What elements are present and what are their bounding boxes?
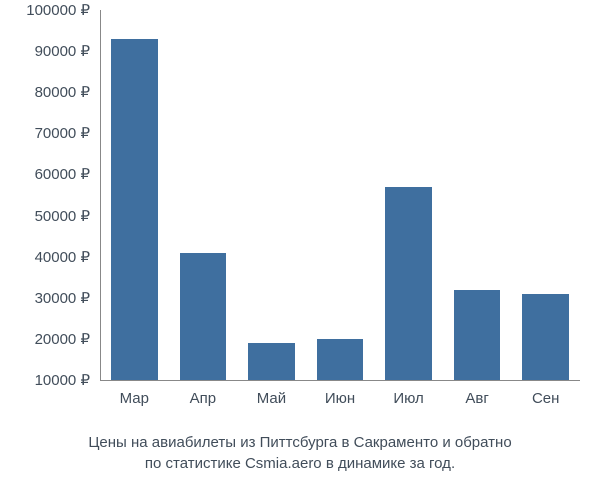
- y-tick-label: 80000 ₽: [35, 83, 90, 101]
- x-tick-label: Июл: [393, 390, 423, 407]
- x-tick-label: Апр: [190, 390, 216, 407]
- plot-area: [100, 10, 580, 380]
- x-tick-label: Сен: [532, 390, 559, 407]
- y-tick-label: 70000 ₽: [35, 124, 90, 142]
- bar: [454, 290, 501, 380]
- y-tick-label: 90000 ₽: [35, 42, 90, 60]
- y-tick-label: 100000 ₽: [26, 1, 90, 19]
- y-tick-label: 40000 ₽: [35, 248, 90, 266]
- y-tick-label: 30000 ₽: [35, 289, 90, 307]
- x-tick-label: Авг: [465, 390, 488, 407]
- caption-line-2: по статистике Csmia.aero в динамике за г…: [145, 455, 455, 472]
- y-tick-label: 20000 ₽: [35, 330, 90, 348]
- y-tick-label: 10000 ₽: [35, 371, 90, 389]
- bar: [385, 187, 432, 380]
- bar: [111, 39, 158, 380]
- y-tick-label: 60000 ₽: [35, 165, 90, 183]
- bar-chart: 10000 ₽ 20000 ₽ 30000 ₽ 40000 ₽ 50000 ₽ 60000…: [0, 0, 600, 500]
- bar: [248, 343, 295, 380]
- caption-line-1: Цены на авиабилеты из Питтсбурга в Сакра…: [88, 434, 511, 451]
- x-tick-label: Июн: [325, 390, 355, 407]
- y-tick-label: 50000 ₽: [35, 207, 90, 225]
- x-tick-label: Мар: [120, 390, 149, 407]
- chart-caption: Цены на авиабилеты из Питтсбурга в Сакра…: [0, 432, 600, 474]
- x-tick-label: Май: [257, 390, 286, 407]
- bar: [522, 294, 569, 380]
- bar: [317, 339, 364, 380]
- bar: [180, 253, 227, 380]
- x-axis-line: [100, 380, 580, 381]
